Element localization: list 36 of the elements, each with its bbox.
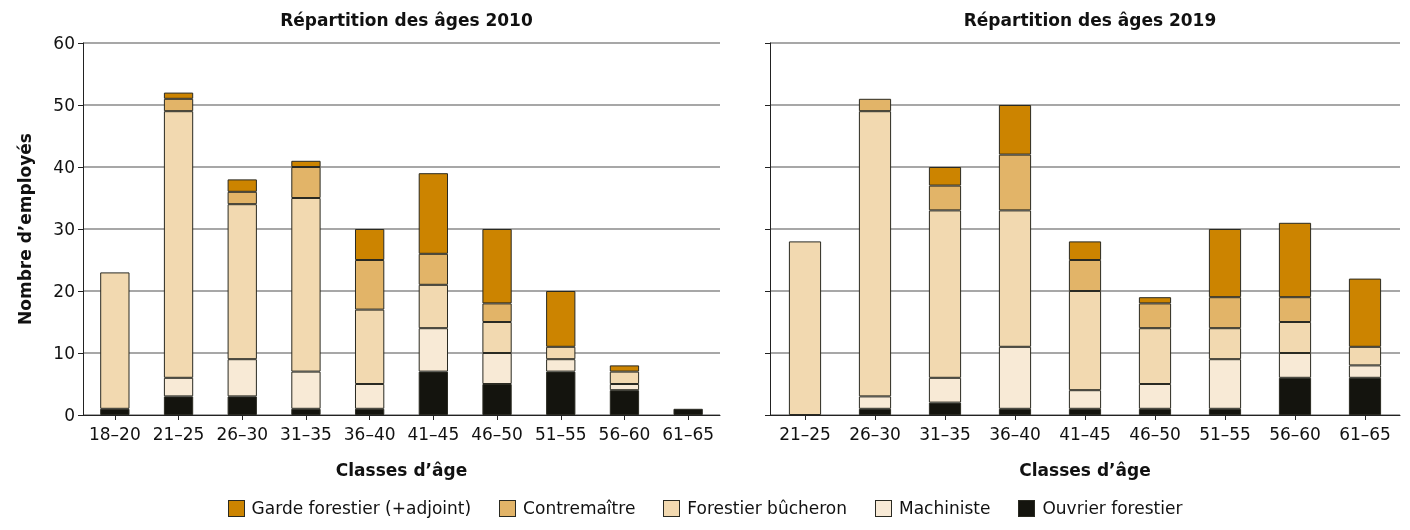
x-tick-label: 51–55	[534, 423, 587, 444]
y-tick-label: 60	[53, 33, 75, 53]
x-tick-label: 21–25	[152, 423, 205, 444]
x-tick-label: 26–30	[216, 423, 269, 444]
x-tick-label: 26–30	[849, 423, 901, 444]
y-tick-label: 30	[53, 219, 75, 239]
legend-label: Forestier bûcheron	[687, 498, 848, 518]
x-tick-label: 51–55	[1199, 423, 1251, 444]
x-tick-label: 56–60	[598, 423, 651, 444]
y-tick-label: 10	[53, 343, 75, 363]
x-tick-label: 61–65	[1339, 423, 1391, 444]
x-axis-title: Classes d’âge	[1019, 459, 1151, 480]
x-tick-label: 36–40	[989, 423, 1041, 444]
x-tick-label: 46–50	[1129, 423, 1181, 444]
legend-label: Ouvrier forestier	[1042, 498, 1183, 518]
x-tick-label: 36–40	[343, 423, 396, 444]
x-tick-label: 61–65	[662, 423, 715, 444]
y-axis-title: Nombre d’employés	[14, 133, 35, 325]
x-tick-label: 31–35	[919, 423, 971, 444]
x-tick-label: 21–25	[779, 423, 831, 444]
legend-label: Garde forestier (+adjoint)	[251, 498, 472, 518]
y-tick-label: 40	[53, 157, 75, 177]
legend-label: Contremaître	[523, 498, 636, 518]
x-tick-label: 56–60	[1269, 423, 1321, 444]
legend-label: Machiniste	[899, 498, 991, 518]
x-tick-label: 18–20	[88, 423, 141, 444]
x-tick-label: 41–45	[407, 423, 460, 444]
chart-title: Répartition des âges 2010	[280, 9, 533, 30]
y-tick-label: 0	[64, 405, 75, 425]
chart-title: Répartition des âges 2019	[963, 9, 1217, 30]
x-tick-label: 41–45	[1059, 423, 1111, 444]
y-tick-label: 50	[53, 95, 75, 115]
y-tick-label: 20	[53, 281, 75, 301]
x-tick-label: 46–50	[471, 423, 523, 444]
x-axis-title: Classes d’âge	[335, 459, 468, 480]
x-tick-label: 31–35	[280, 423, 332, 444]
